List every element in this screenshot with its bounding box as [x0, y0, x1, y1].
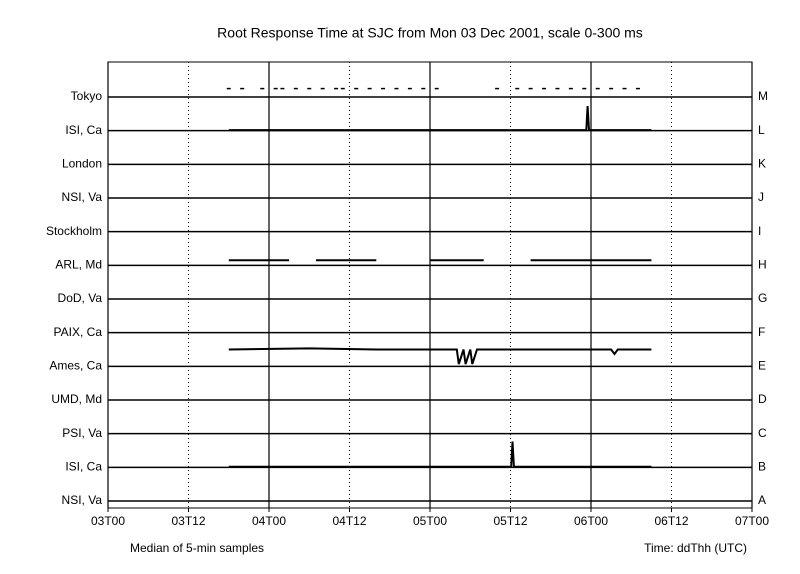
x-tick-label: 03T12 [171, 514, 205, 528]
x-tick-label: 05T00 [413, 514, 447, 528]
lane-letter: B [758, 460, 766, 474]
lane-label: NSI, Va [62, 493, 103, 507]
x-tick-label: 04T00 [252, 514, 286, 528]
lane-label: Ames, Ca [49, 359, 102, 373]
lane-letter: C [758, 426, 767, 440]
lane-letter: M [758, 89, 768, 103]
lane-label: NSI, Va [62, 190, 103, 204]
note-left: Median of 5-min samples [130, 541, 264, 555]
x-tick-label: 06T12 [654, 514, 688, 528]
lane-letter: G [758, 291, 767, 305]
lane-trace [228, 105, 652, 132]
lane-letter: D [758, 392, 767, 406]
x-tick-label: 07T00 [735, 514, 769, 528]
lane-trace [228, 441, 652, 468]
lane-label: PAIX, Ca [54, 325, 103, 339]
chart-title: Root Response Time at SJC from Mon 03 De… [217, 25, 643, 41]
lane-letter: E [758, 359, 766, 373]
lane-letter: H [758, 258, 767, 272]
lane-label: DoD, Va [58, 291, 103, 305]
lane-letter: L [758, 123, 765, 137]
lane-letter: K [758, 157, 766, 171]
lane-label: ISI, Ca [65, 123, 102, 137]
lane-letter: A [758, 493, 766, 507]
lane-label: London [62, 157, 102, 171]
lane-label: Stockholm [46, 224, 102, 238]
x-tick-label: 05T12 [493, 514, 527, 528]
x-tick-label: 06T00 [574, 514, 608, 528]
lane-label: PSI, Va [62, 426, 102, 440]
lane-label: Tokyo [71, 89, 103, 103]
x-tick-label: 04T12 [332, 514, 366, 528]
note-right: Time: ddThh (UTC) [644, 541, 747, 555]
lane-label: ARL, Md [55, 258, 102, 272]
lane-trace [228, 347, 652, 365]
x-tick-label: 03T00 [91, 514, 125, 528]
lane-label: UMD, Md [51, 392, 102, 406]
lane-label: ISI, Ca [65, 460, 102, 474]
lane-letter: J [758, 190, 764, 204]
lane-letter: F [758, 325, 765, 339]
lane-letter: I [758, 224, 761, 238]
